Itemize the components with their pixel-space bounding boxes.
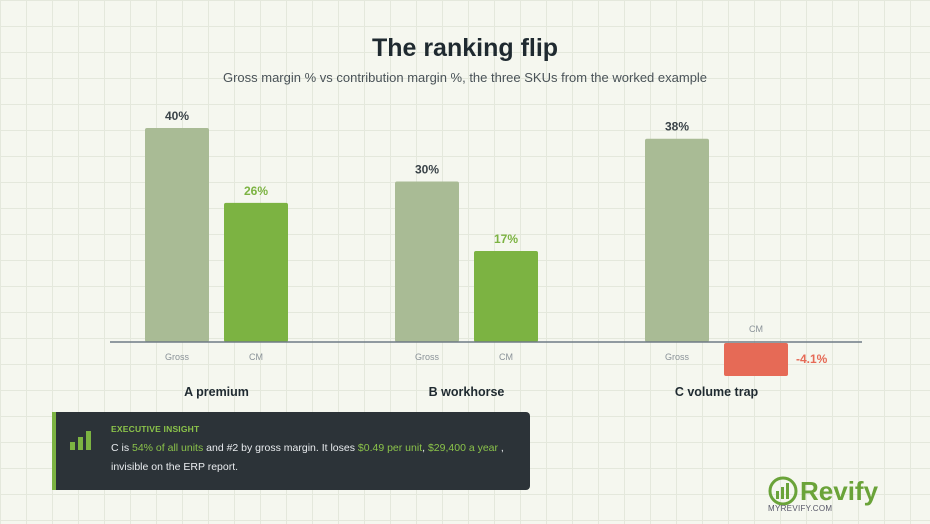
- insight-highlight-units: 54% of all units: [132, 442, 204, 454]
- tick-cm-1: CM: [499, 352, 513, 362]
- tick-gross-0: Gross: [165, 352, 190, 362]
- bar-label-cm-0: 26%: [244, 184, 268, 198]
- bar-label-gross-1: 30%: [415, 163, 439, 177]
- bar-label-gross-0: 40%: [165, 109, 189, 123]
- insight-heading: EXECUTIVE INSIGHT: [111, 424, 200, 434]
- revify-logo-icon: [768, 476, 798, 506]
- executive-insight-panel: EXECUTIVE INSIGHT C is 54% of all units …: [52, 412, 530, 490]
- bar-label-gross-2: 38%: [665, 120, 689, 134]
- chart-subtitle: Gross margin % vs contribution margin %,…: [222, 70, 708, 85]
- bar-cm-2: [724, 343, 788, 376]
- bar-cm-0: [224, 202, 288, 342]
- insight-text: C is 54% of all units and #2 by gross ma…: [111, 442, 504, 473]
- brand-name: Revify: [800, 476, 879, 506]
- category-label-0: A premium: [184, 385, 249, 399]
- revify-logo: Revify MYREVIFY.COM: [766, 474, 886, 518]
- bar-label-cm-2: -4.1%: [796, 352, 828, 366]
- tick-gross-2: Gross: [665, 352, 690, 362]
- category-label-2: C volume trap: [675, 385, 759, 399]
- bar-chart: 40% Gross 26% CM A premium 30% Gross 17% CM B wor…: [110, 109, 862, 399]
- tick-cm-0: CM: [249, 352, 263, 362]
- bar-gross-1: [395, 181, 459, 342]
- bar-cm-1: [474, 251, 538, 342]
- tick-cm-2: CM: [749, 324, 763, 334]
- chart-title: The ranking flip: [371, 34, 559, 62]
- bar-label-cm-1: 17%: [494, 232, 518, 246]
- bar-gross-0: [145, 128, 209, 342]
- brand-url: MYREVIFY.COM: [768, 504, 833, 513]
- bar-chart-icon: [70, 430, 94, 450]
- category-label-1: B workhorse: [429, 385, 505, 399]
- bar-gross-2: [645, 138, 709, 342]
- insight-highlight-yearly: $29,400 a year: [427, 442, 499, 454]
- tick-gross-1: Gross: [415, 352, 440, 362]
- insight-highlight-per-unit: $0.49 per unit: [357, 442, 423, 454]
